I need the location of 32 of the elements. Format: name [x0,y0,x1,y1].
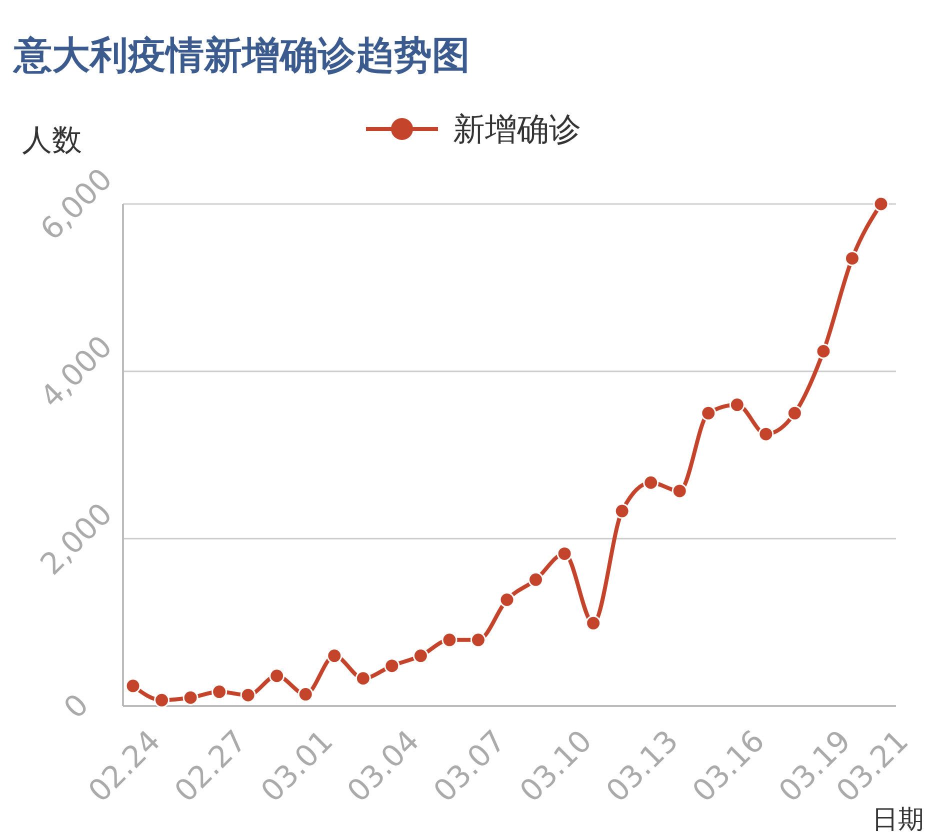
point [298,686,314,702]
point [499,592,515,608]
point [442,632,458,648]
point [643,474,659,490]
point [586,615,602,631]
point [816,344,832,360]
y-tick-label: 0 [58,688,96,726]
legend-label: 新增确诊 [453,110,581,148]
point [528,572,544,588]
point [786,405,802,421]
point [326,648,342,664]
point [758,426,774,442]
point [412,648,428,664]
point [154,692,170,708]
point [556,546,572,562]
point [873,196,889,212]
y-axis-title: 人数 [22,123,82,158]
point [182,690,198,706]
point [672,483,688,499]
point [700,405,716,421]
point [125,678,141,694]
point [355,670,371,686]
point [844,250,860,266]
point [384,658,400,674]
chart-title: 意大利疫情新增确诊趋势图 [12,33,470,77]
x-axis-title: 日期 [872,805,924,835]
point [269,668,285,684]
point [729,397,745,413]
point [240,687,256,703]
point [614,503,630,519]
point [470,632,486,648]
point [212,684,228,700]
